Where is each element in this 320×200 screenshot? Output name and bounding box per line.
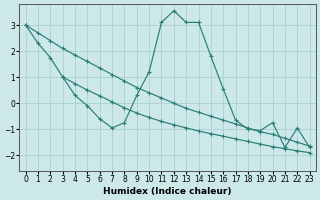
X-axis label: Humidex (Indice chaleur): Humidex (Indice chaleur) [103, 187, 232, 196]
